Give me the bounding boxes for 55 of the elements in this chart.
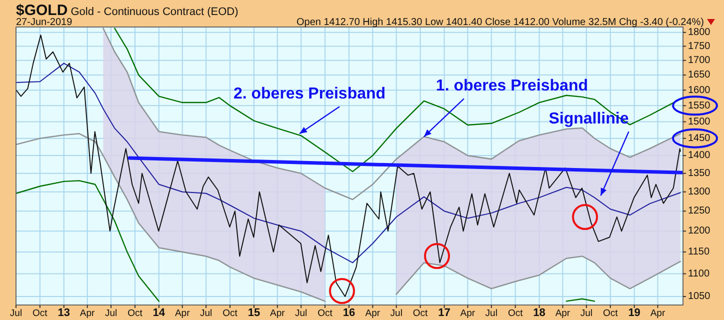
- x-tick-label: Oct: [508, 308, 524, 319]
- x-tick-label: Apr: [174, 308, 190, 319]
- x-tick-label: Jul: [200, 308, 212, 319]
- x-tick-label: Oct: [412, 308, 428, 319]
- x-tick-label: Jul: [390, 308, 402, 319]
- x-tick-label: 19: [628, 307, 640, 319]
- y-tick-label: 1750: [688, 40, 711, 52]
- y-tick-label: 1400: [688, 150, 711, 162]
- y-tick-label: 1150: [688, 246, 710, 258]
- x-tick-label: Oct: [222, 308, 238, 319]
- x-tick-label: 13: [58, 307, 70, 319]
- x-tick-label: Oct: [128, 308, 143, 319]
- x-tick-label: 17: [438, 307, 450, 319]
- x-tick-label: 14: [152, 307, 166, 319]
- x-tick-label: Oct: [32, 308, 48, 319]
- annotation: Open 1412.70 High 1415.30 Low 1401.40 Close 1412.00 Volume 32.5M Chg -3.40 (-0.24%): [296, 17, 704, 28]
- line-series: [16, 180, 160, 302]
- x-tick-label: Jul: [104, 308, 118, 319]
- x-tick-label: Apr: [460, 308, 476, 319]
- y-tick-label: 1250: [688, 206, 711, 217]
- annotation: 2. oberes Preisband: [233, 86, 386, 103]
- x-tick-label: Apr: [365, 308, 380, 319]
- y-tick-label: 1050: [688, 291, 711, 302]
- x-tick-label: Apr: [80, 308, 95, 319]
- line-series: [16, 34, 681, 298]
- y-tick-label: 1350: [688, 168, 711, 180]
- x-tick-label: Apr: [555, 308, 570, 319]
- x-tick-label: Apr: [270, 308, 285, 319]
- x-tick-label: Oct: [318, 308, 333, 319]
- y-tick-label: 1500: [688, 116, 711, 128]
- chart-title: $GOLD Gold - Continuous Contract (EOD): [16, 2, 238, 19]
- x-tick-label: 16: [342, 307, 356, 319]
- x-tick-label: 18: [533, 307, 546, 319]
- y-tick-label: 1800: [688, 27, 711, 38]
- x-tick-label: Jul: [295, 308, 308, 319]
- chart-subtitle: 27-Jun-2019: [16, 17, 73, 28]
- line-series: [16, 133, 326, 302]
- y-tick-label: 1300: [688, 186, 711, 198]
- y-tick-label: 1600: [688, 84, 711, 96]
- y-tick-label: 1200: [688, 226, 711, 237]
- x-tick-label: Apr: [650, 308, 666, 319]
- y-tick-label: 1100: [688, 268, 710, 280]
- x-tick-label: Jul: [10, 308, 22, 319]
- line-series: [102, 28, 682, 200]
- x-tick-label: Jul: [580, 308, 592, 319]
- y-tick-label: 1700: [688, 55, 711, 66]
- annotation: 1. oberes Preisband: [436, 78, 588, 95]
- line-series: [16, 62, 681, 264]
- y-tick-label: 1550: [688, 100, 711, 112]
- line-series: [396, 256, 682, 295]
- y-tick-label: 1450: [688, 133, 711, 144]
- x-tick-label: Oct: [602, 308, 618, 319]
- x-tick-label: 15: [248, 307, 260, 319]
- y-tick-label: 1650: [688, 70, 711, 81]
- x-tick-label: Jul: [485, 308, 498, 319]
